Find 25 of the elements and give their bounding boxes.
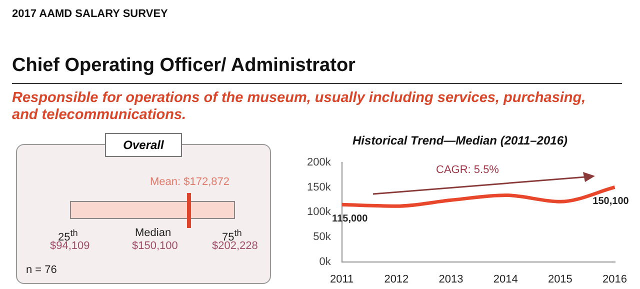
x-tick-label: 2013: [438, 273, 464, 286]
y-tick-label: 50k: [313, 230, 332, 243]
text: $150,100: [132, 240, 178, 253]
chart-title: Historical Trend—Median (2011–2016): [352, 134, 568, 148]
text: Median: [135, 227, 172, 240]
y-tick-label: 100k: [306, 206, 332, 218]
text: $94,109: [50, 240, 90, 253]
x-tick-label: 2016: [602, 273, 628, 286]
y-tick-label: 200k: [306, 156, 332, 168]
x-tick-label: 2015: [548, 273, 572, 286]
text: 2017 AAMD SALARY SURVEY: [12, 8, 168, 21]
y-tick-label: 150k: [306, 181, 332, 194]
y-tick-label: 0k: [319, 256, 332, 268]
text: Responsible for operations of the museum, usually including services, purchasing, and telecommunications.: [12, 90, 587, 124]
annotation: CAGR: 5.5%: [436, 164, 499, 176]
x-tick-label: 2012: [384, 273, 409, 286]
text: $202,228: [212, 240, 258, 253]
x-tick-label: 2014: [493, 273, 518, 286]
data-label: 115,000: [332, 213, 368, 224]
text: n = 76: [26, 264, 57, 277]
text: Chief Operating Officer/ Administrator: [12, 55, 356, 77]
x-tick-label: 2011: [330, 273, 354, 286]
text: Mean: $172,872: [150, 176, 230, 189]
data-label: 150,100: [592, 196, 630, 207]
text: Overall: [105, 133, 182, 157]
